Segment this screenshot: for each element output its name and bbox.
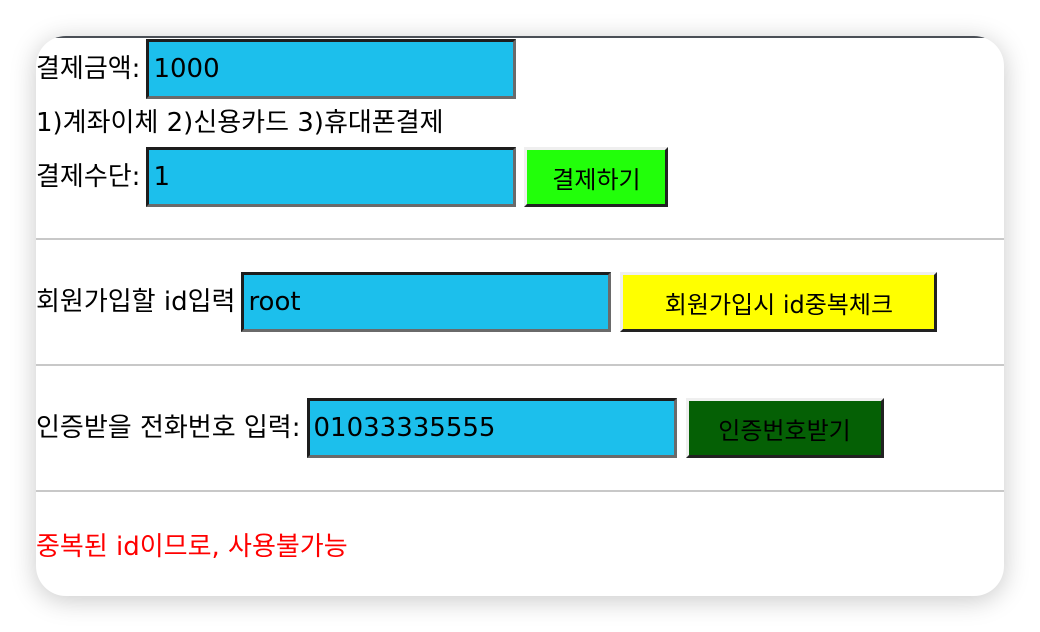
payment-method-input[interactable]	[146, 147, 517, 207]
phone-row: 인증받을 전화번호 입력: 인증번호받기	[36, 398, 884, 458]
payment-methods-text: 1)계좌이체 2)신용카드 3)휴대폰결제	[36, 108, 444, 138]
pay-button[interactable]: 결제하기	[524, 147, 669, 207]
separator-1	[36, 238, 1004, 240]
verify-code-button[interactable]: 인증번호받기	[685, 398, 884, 458]
payment-amount-row: 결제금액:	[36, 39, 517, 99]
phone-label: 인증받을 전화번호 입력:	[36, 413, 301, 443]
separator-2	[36, 364, 1004, 366]
signup-id-input[interactable]	[241, 272, 612, 332]
payment-method-row: 결제수단: 결제하기	[36, 147, 669, 207]
separator-3	[36, 490, 1004, 492]
message-row: 중복된 id이므로, 사용불가능	[36, 532, 348, 562]
window-top-border	[36, 36, 1004, 38]
browser-window: 결제금액: 1)계좌이체 2)신용카드 3)휴대폰결제 결제수단: 결제하기 회…	[36, 36, 1004, 596]
payment-methods-row: 1)계좌이체 2)신용카드 3)휴대폰결제	[36, 108, 444, 138]
payment-amount-label: 결제금액:	[36, 54, 141, 84]
payment-amount-input[interactable]	[146, 39, 517, 99]
page-content: 결제금액: 1)계좌이체 2)신용카드 3)휴대폰결제 결제수단: 결제하기 회…	[36, 36, 1004, 596]
id-duplicate-check-button[interactable]: 회원가입시 id중복체크	[620, 272, 938, 332]
phone-input[interactable]	[306, 398, 677, 458]
payment-method-label: 결제수단:	[36, 162, 141, 192]
signup-id-row: 회원가입할 id입력 회원가입시 id중복체크	[36, 272, 938, 332]
duplicate-id-message: 중복된 id이므로, 사용불가능	[36, 532, 348, 562]
signup-id-label: 회원가입할 id입력	[36, 287, 236, 317]
